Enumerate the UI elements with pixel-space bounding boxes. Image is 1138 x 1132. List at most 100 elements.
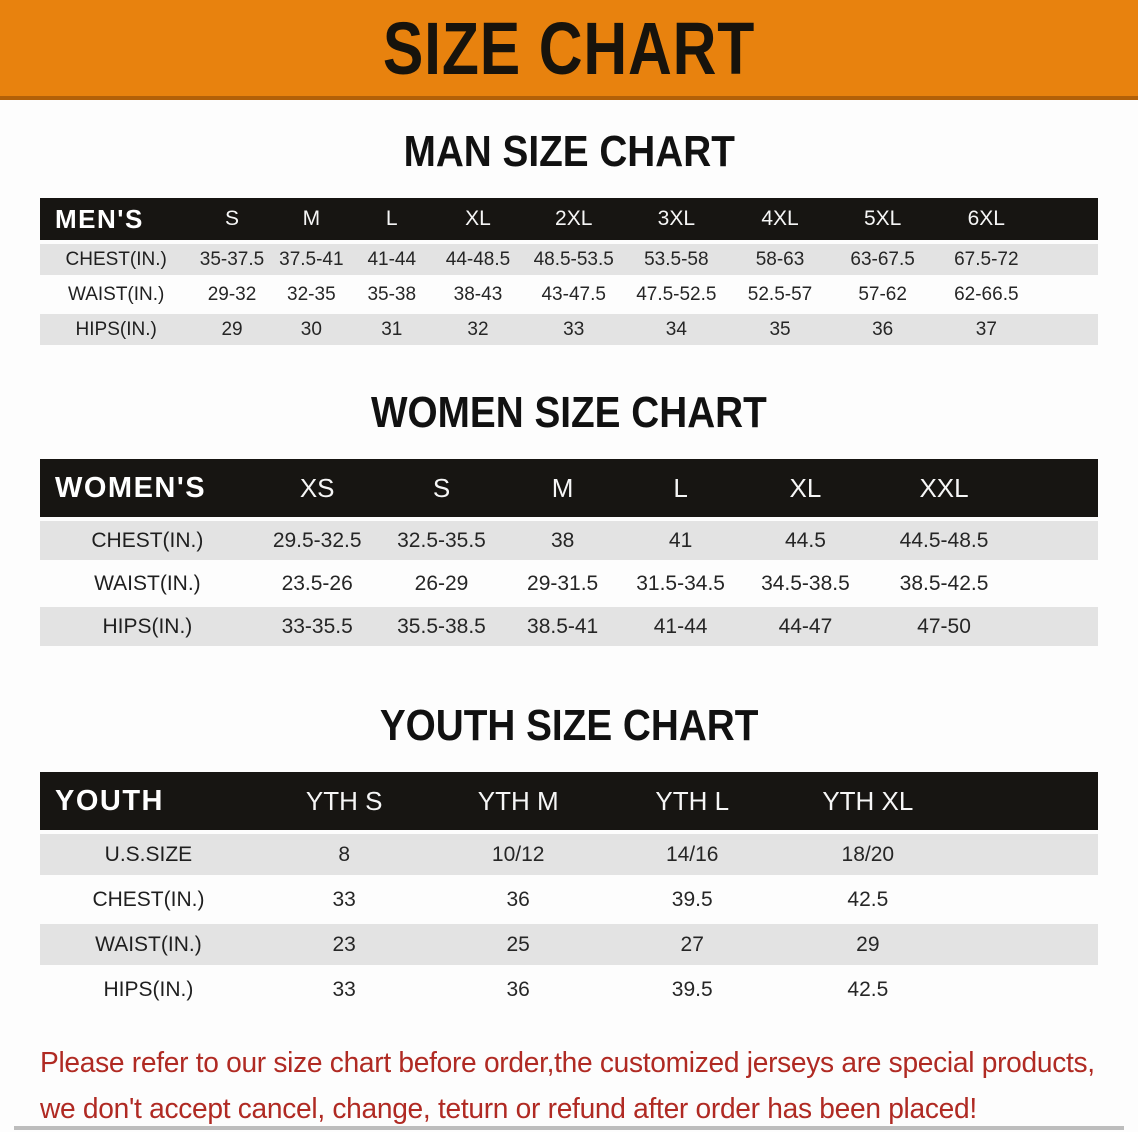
size-value-cell: 8 bbox=[256, 834, 432, 875]
filler-cell bbox=[1038, 279, 1098, 310]
youth-measurement-row: CHEST(IN.) 33 36 39.5 42.5 bbox=[40, 879, 1098, 920]
size-value-cell: 42.5 bbox=[779, 879, 957, 920]
size-value-cell: 37.5-41 bbox=[271, 244, 352, 275]
size-value-cell: 41-44 bbox=[351, 244, 433, 275]
size-value-cell: 26-29 bbox=[379, 564, 504, 603]
size-value-cell: 30 bbox=[271, 314, 352, 345]
men-measurement-row: HIPS(IN.) 29 30 31 32 33 34 35 36 37 bbox=[40, 314, 1098, 345]
size-value-cell: 37 bbox=[933, 314, 1039, 345]
measurement-row-label: CHEST(IN.) bbox=[40, 879, 257, 920]
size-value-cell: 42.5 bbox=[779, 969, 957, 1010]
size-value-cell: 58-63 bbox=[728, 244, 832, 275]
size-value-cell: 29.5-32.5 bbox=[254, 521, 380, 560]
size-value-cell: 33 bbox=[256, 879, 432, 920]
size-value-cell: 41-44 bbox=[621, 607, 740, 646]
women-corner-label: WOMEN'S bbox=[40, 459, 255, 517]
size-value-cell: 29 bbox=[192, 314, 272, 345]
youth-size-column-header: YTH XL bbox=[779, 772, 957, 830]
filler-cell bbox=[1016, 521, 1098, 560]
size-value-cell: 23 bbox=[256, 924, 432, 965]
size-value-cell: 32.5-35.5 bbox=[379, 521, 504, 560]
filler-cell bbox=[1016, 564, 1098, 603]
size-value-cell: 41 bbox=[621, 521, 740, 560]
women-size-table: WOMEN'S XS S M L XL XXL CHEST(IN.) 29.5-32.5 32.5… bbox=[40, 455, 1098, 650]
measurement-row-label: WAIST(IN.) bbox=[40, 279, 193, 310]
youth-measurement-row: WAIST(IN.) 23 25 27 29 bbox=[40, 924, 1098, 965]
youth-section: YOUTH SIZE CHART YOUTH YTH S YTH M YTH L YTH… bbox=[0, 700, 1138, 1014]
youth-header-row: YOUTH YTH S YTH M YTH L YTH XL bbox=[40, 772, 1098, 830]
women-size-column-header: XL bbox=[739, 459, 872, 517]
size-value-cell: 32-35 bbox=[271, 279, 352, 310]
size-value-cell: 38 bbox=[503, 521, 622, 560]
size-value-cell: 18/20 bbox=[779, 834, 957, 875]
size-value-cell: 44-47 bbox=[739, 607, 872, 646]
men-size-column-header: S bbox=[192, 198, 272, 240]
size-value-cell: 38-43 bbox=[432, 279, 524, 310]
size-value-cell: 67.5-72 bbox=[933, 244, 1039, 275]
size-value-cell: 33-35.5 bbox=[254, 607, 380, 646]
women-heading-text: WOMEN SIZE CHART bbox=[371, 388, 767, 437]
size-value-cell: 32 bbox=[432, 314, 524, 345]
size-value-cell: 29-31.5 bbox=[503, 564, 622, 603]
size-value-cell: 38.5-41 bbox=[503, 607, 622, 646]
women-measurement-row: WAIST(IN.) 23.5-26 26-29 29-31.5 31.5-34.5 34… bbox=[40, 564, 1098, 603]
women-size-column-header: S bbox=[379, 459, 504, 517]
women-size-column-header: M bbox=[503, 459, 622, 517]
note-line-2: we don't accept cancel, change, teturn o… bbox=[40, 1093, 977, 1125]
filler-cell bbox=[956, 834, 1098, 875]
size-value-cell: 47-50 bbox=[871, 607, 1017, 646]
banner-title: SIZE CHART bbox=[382, 6, 756, 90]
size-value-cell: 63-67.5 bbox=[831, 244, 934, 275]
youth-size-table: YOUTH YTH S YTH M YTH L YTH XL U.S.SIZE 8 10/12… bbox=[40, 768, 1098, 1014]
youth-measurement-row: HIPS(IN.) 33 36 39.5 42.5 bbox=[40, 969, 1098, 1010]
women-size-column-header: L bbox=[621, 459, 740, 517]
banner: SIZE CHART bbox=[0, 0, 1138, 100]
size-value-cell: 29 bbox=[779, 924, 957, 965]
size-value-cell: 35 bbox=[728, 314, 832, 345]
women-section: WOMEN SIZE CHART WOMEN'S XS S M L XL XXL CHEST(… bbox=[0, 387, 1138, 650]
size-value-cell: 38.5-42.5 bbox=[871, 564, 1017, 603]
size-value-cell: 29-32 bbox=[192, 279, 272, 310]
women-size-column-header: XXL bbox=[871, 459, 1017, 517]
size-value-cell: 52.5-57 bbox=[728, 279, 832, 310]
size-value-cell: 34 bbox=[623, 314, 729, 345]
men-heading: MAN SIZE CHART bbox=[0, 126, 1138, 178]
filler-cell bbox=[1016, 459, 1098, 517]
youth-corner-label: YOUTH bbox=[40, 772, 257, 830]
size-value-cell: 44-48.5 bbox=[432, 244, 524, 275]
filler-cell bbox=[1038, 314, 1098, 345]
men-heading-text: MAN SIZE CHART bbox=[403, 127, 735, 176]
men-size-column-header: 2XL bbox=[523, 198, 624, 240]
size-value-cell: 27 bbox=[604, 924, 780, 965]
women-measurement-row: CHEST(IN.) 29.5-32.5 32.5-35.5 38 41 44.5 44.5… bbox=[40, 521, 1098, 560]
filler-cell bbox=[956, 924, 1098, 965]
size-value-cell: 43-47.5 bbox=[523, 279, 624, 310]
size-value-cell: 57-62 bbox=[831, 279, 934, 310]
measurement-row-label: HIPS(IN.) bbox=[40, 314, 193, 345]
men-header-row: MEN'S S M L XL 2XL 3XL 4XL 5XL 6XL bbox=[40, 198, 1098, 240]
size-value-cell: 36 bbox=[431, 879, 605, 920]
filler-cell bbox=[956, 969, 1098, 1010]
measurement-row-label: WAIST(IN.) bbox=[40, 564, 255, 603]
size-value-cell: 33 bbox=[256, 969, 432, 1010]
measurement-row-label: HIPS(IN.) bbox=[40, 607, 255, 646]
measurement-row-label: CHEST(IN.) bbox=[40, 244, 193, 275]
size-value-cell: 35-37.5 bbox=[192, 244, 272, 275]
men-corner-label: MEN'S bbox=[40, 198, 193, 240]
women-heading: WOMEN SIZE CHART bbox=[0, 387, 1138, 439]
filler-cell bbox=[1038, 198, 1098, 240]
size-value-cell: 62-66.5 bbox=[933, 279, 1039, 310]
men-size-table: MEN'S S M L XL 2XL 3XL 4XL 5XL 6XL CHEST(IN.) 35-37… bbox=[40, 194, 1098, 349]
size-value-cell: 53.5-58 bbox=[623, 244, 729, 275]
women-header-row: WOMEN'S XS S M L XL XXL bbox=[40, 459, 1098, 517]
filler-cell bbox=[956, 772, 1098, 830]
bottom-divider bbox=[14, 1126, 1124, 1130]
size-value-cell: 25 bbox=[431, 924, 605, 965]
men-size-column-header: M bbox=[271, 198, 352, 240]
size-value-cell: 33 bbox=[523, 314, 624, 345]
men-size-column-header: 4XL bbox=[728, 198, 832, 240]
size-value-cell: 47.5-52.5 bbox=[623, 279, 729, 310]
size-value-cell: 44.5-48.5 bbox=[871, 521, 1017, 560]
men-size-column-header: L bbox=[351, 198, 433, 240]
